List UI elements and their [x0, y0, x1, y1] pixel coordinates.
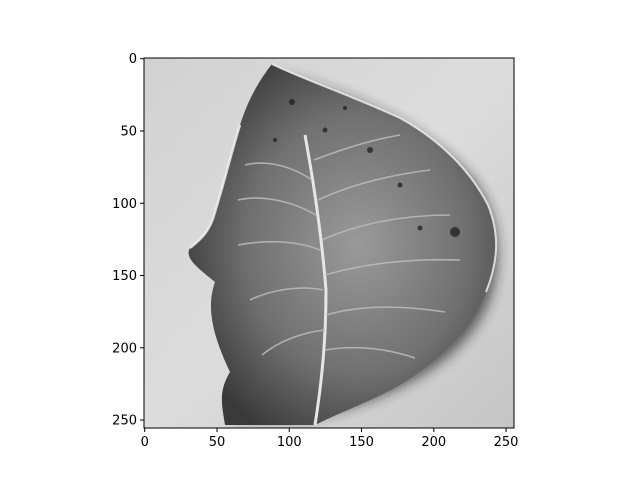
leaf-shape	[188, 64, 497, 425]
axes-frame	[143, 57, 515, 429]
x-tick-label: 100	[277, 435, 302, 450]
y-tick-label: 200	[112, 341, 137, 356]
x-axis: 0 50 100 150 200 250	[141, 428, 519, 450]
x-tick-label: 250	[494, 435, 519, 450]
leaf-image	[144, 58, 514, 428]
x-tick-label: 50	[209, 435, 226, 450]
x-tick-label: 150	[349, 435, 374, 450]
y-tick-label: 100	[112, 197, 137, 212]
y-tick-label: 50	[120, 124, 137, 139]
x-tick-label: 200	[421, 435, 446, 450]
y-axis: 0 50 100 150 200 250	[112, 52, 144, 429]
x-tick-label: 0	[141, 435, 149, 450]
y-tick-label: 250	[112, 414, 137, 429]
y-tick-label: 0	[129, 52, 137, 67]
y-tick-label: 150	[112, 269, 137, 284]
